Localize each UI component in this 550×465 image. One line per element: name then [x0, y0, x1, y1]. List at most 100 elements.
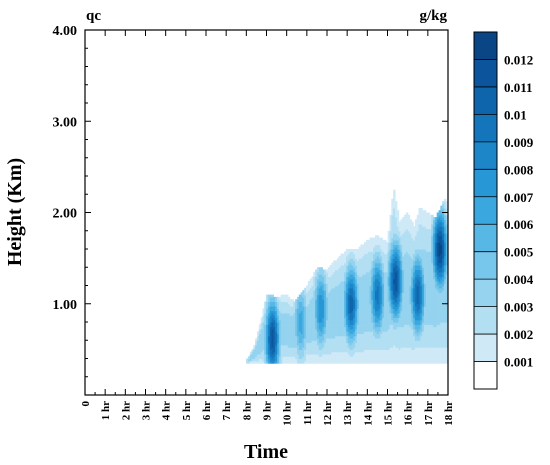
contour-cell — [409, 283, 412, 287]
contour-cell — [353, 280, 356, 284]
contour-cell — [362, 358, 365, 362]
contour-cell — [409, 356, 412, 360]
contour-cell — [369, 267, 372, 271]
contour-cell — [340, 308, 343, 312]
contour-cell — [413, 228, 416, 232]
contour-cell — [273, 344, 276, 348]
contour-cell — [280, 306, 284, 309]
contour-cell — [306, 331, 309, 335]
contour-cell — [407, 280, 411, 284]
contour-cell — [345, 360, 349, 364]
contour-cell — [409, 326, 412, 330]
contour-cell — [355, 324, 358, 328]
contour-cell — [296, 322, 300, 325]
contour-cell — [320, 326, 323, 330]
contour-cell — [360, 347, 363, 350]
contour-cell — [374, 317, 378, 321]
contour-cell — [351, 315, 354, 319]
contour-cell — [422, 353, 425, 357]
contour-cell — [384, 271, 387, 275]
contour-cell — [440, 249, 443, 252]
contour-cell — [271, 301, 274, 305]
contour-cell — [318, 299, 322, 303]
contour-cell — [306, 353, 309, 357]
contour-cell — [411, 344, 414, 348]
contour-cell — [269, 344, 273, 348]
contour-cell — [344, 342, 347, 346]
contour-cell — [338, 324, 342, 328]
contour-cell — [347, 269, 351, 273]
contour-cell — [338, 292, 342, 296]
contour-cell — [316, 301, 320, 305]
contour-cell — [442, 337, 445, 341]
contour-cell — [316, 299, 320, 303]
contour-cell — [413, 264, 416, 268]
contour-cell — [425, 253, 429, 257]
contour-cell — [316, 287, 320, 291]
contour-cell — [442, 331, 445, 335]
contour-cell — [396, 274, 400, 277]
contour-cell — [374, 315, 378, 319]
contour-cell — [316, 296, 320, 300]
contour-cell — [327, 322, 331, 325]
contour-cell — [364, 303, 367, 307]
contour-cell — [436, 287, 440, 291]
contour-cell — [400, 251, 403, 255]
contour-cell — [278, 296, 282, 300]
contour-cell — [307, 306, 311, 309]
contour-cell — [374, 283, 378, 287]
contour-cell — [345, 306, 349, 309]
contour-cell — [404, 249, 407, 252]
contour-cell — [443, 319, 447, 323]
contour-cell — [365, 258, 369, 262]
contour-cell — [300, 358, 303, 362]
contour-cell — [407, 360, 411, 364]
contour-cell — [338, 351, 342, 355]
contour-cell — [309, 296, 313, 300]
contour-cell — [443, 358, 447, 362]
contour-cell — [384, 308, 387, 312]
contour-cell — [440, 258, 443, 262]
contour-cell — [315, 333, 318, 337]
contour-cell — [351, 342, 354, 346]
contour-cell — [282, 306, 285, 309]
contour-cell — [298, 303, 302, 307]
contour-cell — [442, 276, 445, 280]
contour-cell — [364, 264, 367, 268]
contour-cell — [325, 271, 329, 275]
contour-cell — [266, 319, 269, 323]
contour-cell — [360, 331, 363, 335]
contour-cell — [313, 301, 316, 305]
contour-cell — [387, 353, 391, 357]
contour-cell — [315, 337, 318, 341]
contour-cell — [418, 283, 421, 287]
contour-cell — [433, 294, 436, 298]
contour-cell — [327, 319, 331, 323]
contour-cell — [260, 344, 264, 348]
contour-cell — [424, 242, 427, 246]
contour-cell — [413, 237, 416, 241]
contour-cell — [335, 322, 338, 325]
contour-cell — [358, 326, 362, 330]
contour-cell — [344, 319, 347, 323]
contour-cell — [316, 315, 320, 319]
contour-cell — [344, 308, 347, 312]
contour-cell — [316, 303, 320, 307]
contour-cell — [418, 219, 421, 223]
contour-cell — [340, 349, 343, 353]
contour-cell — [376, 335, 380, 339]
contour-cell — [389, 347, 392, 350]
contour-cell — [275, 331, 278, 335]
contour-cell — [249, 360, 253, 364]
contour-cell — [442, 210, 445, 214]
contour-cell — [273, 301, 276, 305]
contour-cell — [413, 267, 416, 271]
contour-cell — [338, 331, 342, 335]
contour-cell — [322, 303, 325, 307]
contour-cell — [338, 337, 342, 341]
contour-cell — [324, 322, 327, 325]
contour-cell — [311, 328, 314, 332]
contour-cell — [438, 326, 441, 330]
contour-cell — [420, 269, 423, 273]
contour-cell — [434, 331, 438, 335]
